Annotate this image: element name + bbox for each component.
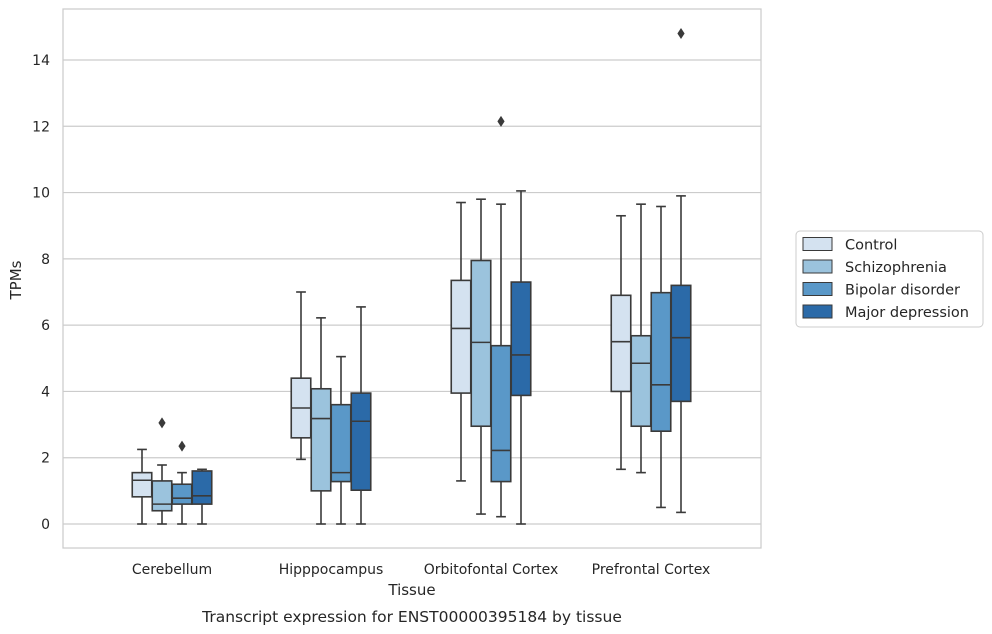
legend-swatch — [802, 237, 833, 251]
y-tick-label: 4 — [41, 384, 50, 400]
box-3-2 — [650, 205, 672, 509]
outlier-point — [178, 440, 186, 452]
box-3-0 — [610, 214, 632, 471]
box-1-0 — [290, 291, 312, 461]
y-tick-labels: 0 2 4 6 8 10 12 14 — [32, 53, 50, 533]
legend-swatch — [802, 304, 833, 319]
legend-label: Major depression — [845, 305, 969, 321]
box-iqr — [191, 470, 213, 505]
chart-caption: Transcript expression for ENST0000039518… — [201, 608, 622, 626]
box-2-3 — [510, 190, 532, 525]
box-0-0 — [131, 448, 153, 525]
x-tick-label: Cerebellum — [132, 562, 212, 578]
box-iqr — [510, 281, 532, 397]
x-tick-label: Prefrontal Cortex — [592, 562, 711, 578]
legend-label: Control — [845, 238, 897, 254]
box-1-1 — [310, 317, 332, 525]
y-tick-label: 14 — [32, 53, 50, 69]
box-1-3 — [350, 306, 372, 525]
box-2-1 — [470, 198, 492, 515]
box-1-2 — [330, 355, 352, 525]
box-series — [131, 27, 692, 525]
y-tick-label: 0 — [41, 517, 50, 533]
legend-label: Bipolar disorder — [845, 283, 960, 299]
box-0-1 — [151, 417, 173, 525]
x-tick-label: Hipppocampus — [279, 562, 384, 578]
outlier-point — [677, 27, 685, 39]
legend-swatch — [802, 282, 833, 296]
box-2-2 — [490, 115, 512, 518]
y-axis-title: TPMs — [7, 260, 25, 300]
x-tick-label: Orbitofontal Cortex — [424, 562, 559, 578]
box-iqr — [670, 284, 692, 403]
box-iqr — [310, 387, 332, 492]
box-iqr — [630, 334, 652, 428]
legend-swatch — [802, 259, 833, 274]
outlier-point — [497, 115, 505, 127]
gridlines — [63, 59, 761, 525]
box-iqr — [450, 279, 472, 394]
legend-frame — [795, 230, 984, 328]
box-iqr — [610, 294, 632, 393]
legend-label: Schizophrenia — [845, 260, 947, 276]
box-iqr — [490, 344, 512, 483]
y-tick-label: 10 — [32, 186, 50, 202]
y-tick-label: 2 — [41, 451, 50, 467]
x-tick-labels: Cerebellum Hipppocampus Orbitofontal Corte… — [132, 562, 710, 578]
box-iqr — [650, 291, 672, 433]
box-iqr — [151, 480, 173, 512]
y-tick-label: 6 — [41, 318, 50, 334]
y-tick-label: 8 — [41, 252, 50, 268]
box-3-3 — [670, 27, 692, 514]
outlier-point — [158, 417, 166, 429]
box-iqr — [470, 259, 492, 428]
box-0-2 — [171, 440, 193, 525]
x-axis-title: Tissue — [387, 581, 435, 599]
box-3-1 — [630, 203, 652, 474]
legend: Control Schizophrenia Bipolar disorder Majo… — [795, 230, 984, 328]
box-iqr — [350, 392, 372, 491]
y-tick-label: 12 — [32, 119, 50, 135]
box-iqr — [131, 471, 153, 498]
box-iqr — [171, 483, 193, 505]
plot-background — [63, 9, 761, 548]
box-iqr — [330, 403, 352, 483]
plot-frame — [62, 8, 762, 549]
box-0-3 — [191, 468, 213, 525]
